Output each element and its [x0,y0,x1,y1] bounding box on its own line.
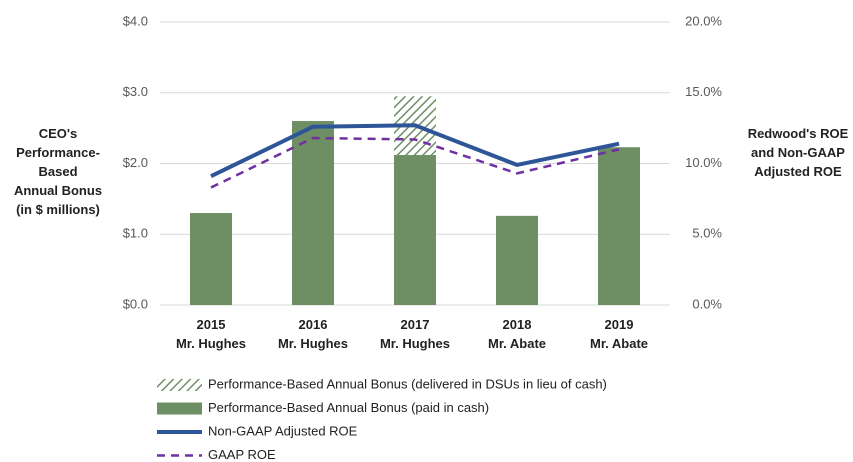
legend-label: Performance-Based Annual Bonus (delivere… [208,376,607,391]
legend-label: GAAP ROE [208,447,276,462]
y-axis-title: CEO's Performance- Based Annual Bonus (in $ … [14,126,102,217]
line [210,123,620,179]
bar [190,213,232,305]
x-tick-line: 2019 [605,317,634,332]
y-tick-label: $2.0 [123,155,148,170]
bar [598,147,640,305]
y2-tick-label: 0.0% [692,296,722,311]
y2-tick-label: 10.0% [685,155,722,170]
bar [394,155,436,305]
legend-swatch [157,379,202,391]
x-tick-line: Mr. Abate [590,336,648,351]
y2-tick-label: 15.0% [685,84,722,99]
x-tick-line: 2016 [299,317,328,332]
y2-tick-label: 5.0% [692,226,722,241]
legend-label: Performance-Based Annual Bonus (paid in … [208,400,489,415]
x-tick-line: Mr. Hughes [278,336,348,351]
x-tick-line: Mr. Hughes [176,336,246,351]
legend-label: Non-GAAP Adjusted ROE [208,423,358,438]
x-tick-label: 2015 Mr. Hughes [176,317,246,351]
x-tick-line: 2015 [197,317,226,332]
y-axis-title-line: CEO's [39,126,78,141]
x-tick-line: Mr. Hughes [380,336,450,351]
x-tick-label: 2016 Mr. Hughes [278,317,348,351]
y2-axis-title-line: Redwood's ROE [748,126,849,141]
x-tick-line: 2017 [401,317,430,332]
line [210,136,620,189]
y-tick-label: $0.0 [123,296,148,311]
y-tick-label: $1.0 [123,226,148,241]
y-axis-title-line: (in $ millions) [16,202,100,217]
y-tick-label: $4.0 [123,13,148,28]
y2-tick-label: 20.0% [685,13,722,28]
x-tick-label: 2017 Mr. Hughes [380,317,450,351]
x-tick-line: Mr. Abate [488,336,546,351]
y-axis-title-line: Based [38,164,77,179]
x-tick-line: 2018 [503,317,532,332]
y2-axis-title-line: Adjusted ROE [754,164,842,179]
y-tick-label: $3.0 [123,84,148,99]
y2-axis-title-line: and Non-GAAP [751,145,845,160]
x-tick-label: 2019 Mr. Abate [590,317,648,351]
y2-axis-title: Redwood's ROE and Non-GAAP Adjusted ROE [748,126,849,179]
y-axis-title-line: Performance- [16,145,100,160]
bar [292,121,334,305]
bar [496,215,538,305]
legend-swatch [157,402,202,415]
y-axis-title-line: Annual Bonus [14,183,102,198]
x-tick-label: 2018 Mr. Abate [488,317,546,351]
